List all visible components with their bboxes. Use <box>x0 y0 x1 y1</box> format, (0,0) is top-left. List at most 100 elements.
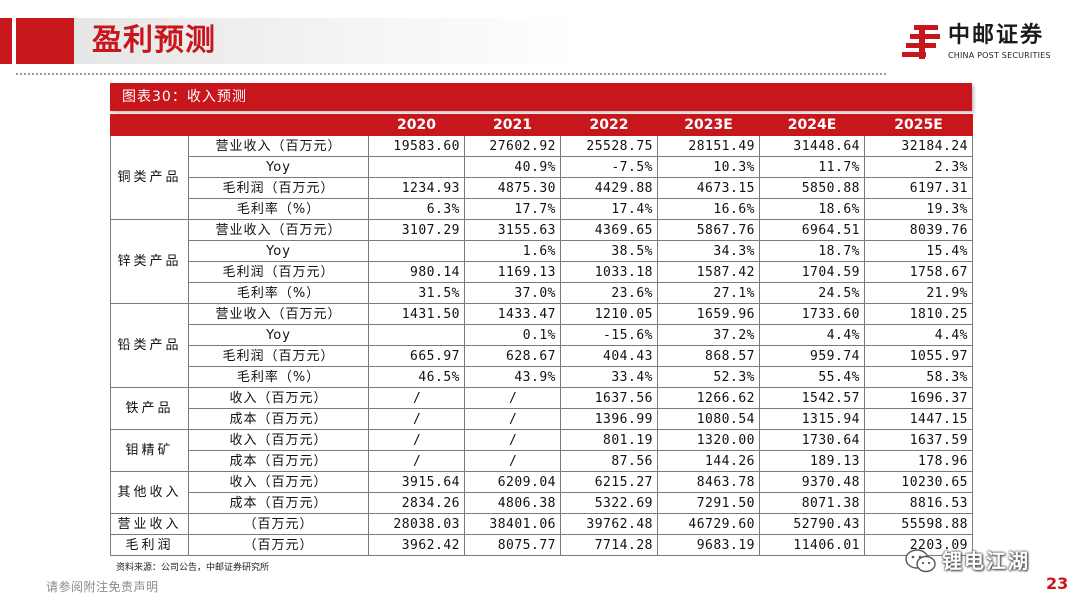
value-cell: / <box>368 387 465 409</box>
value-cell: 19583.60 <box>368 135 465 157</box>
metric-label-cell: 收入（百万元） <box>188 429 369 451</box>
header-cell-year: 2020 <box>368 114 465 136</box>
value-cell: 5867.76 <box>657 219 760 241</box>
value-cell: 55.4% <box>759 366 865 388</box>
value-cell: 6215.27 <box>560 471 658 493</box>
value-cell: 25528.75 <box>560 135 658 157</box>
value-cell: 6209.04 <box>464 471 561 493</box>
table-row: 毛利润（百万元） 980.14 1169.13 1033.18 1587.42 1704.… <box>111 261 973 283</box>
value-cell: 52.3% <box>657 366 760 388</box>
group-label-cell: 其他收入 <box>110 471 189 514</box>
table-row: Yoy 1.6% 38.5% 34.3% 18.7% 15.4% <box>111 240 973 262</box>
value-cell: 17.7% <box>464 198 561 220</box>
watermark: 锂电江湖 <box>900 546 1050 576</box>
metric-label-cell: 毛利率（%） <box>188 282 369 304</box>
header-cell-year: 2021 <box>464 114 561 136</box>
table-row: 铁产品 收入（百万元） //1637.56 1266.62 1542.57 1696.37 <box>110 387 973 430</box>
value-cell: 55598.88 <box>864 513 973 535</box>
metric-label-cell: 成本（百万元） <box>188 492 369 514</box>
value-cell: 37.0% <box>464 282 561 304</box>
value-cell: 87.56 <box>560 450 658 472</box>
table-row: 毛利率（%） 31.5% 37.0% 23.6% 27.1% 24.5% 21.9% <box>111 282 973 304</box>
value-cell: 4806.38 <box>464 492 561 514</box>
metric-label-cell: 成本（百万元） <box>188 408 369 430</box>
value-cell: 10230.65 <box>864 471 973 493</box>
value-cell: 24.5% <box>759 282 865 304</box>
group-label-cell: 铁产品 <box>110 387 189 430</box>
logo-chinese-name: 中邮证券 <box>948 23 1045 48</box>
group-label-cell: 铅类产品 <box>110 303 189 388</box>
value-cell: 31448.64 <box>759 135 865 157</box>
value-cell: 28151.49 <box>657 135 760 157</box>
header-divider <box>16 73 886 75</box>
header-red-block <box>16 18 74 64</box>
value-cell: 21.9% <box>864 282 973 304</box>
value-cell: 1210.05 <box>560 303 658 325</box>
table-row: 其他收入 收入（百万元） 3915.64 6209.04 6215.27 8463.78 9… <box>110 471 973 514</box>
table-row: Yoy 40.9% -7.5% 10.3% 11.7% 2.3% <box>111 156 973 178</box>
value-cell: 868.57 <box>657 345 760 367</box>
value-cell: 1659.96 <box>657 303 760 325</box>
header-cell-year: 2025E <box>864 114 973 136</box>
table-row: 锌类产品 营业收入（百万元） 3107.29 3155.63 4369.65 5867.7… <box>110 219 973 304</box>
value-cell: 4.4% <box>759 324 865 346</box>
table-row: 成本（百万元） //1396.99 1080.54 1315.94 1447.15 <box>111 408 973 430</box>
value-cell: 801.19 <box>560 429 658 451</box>
table-row: 铜类产品 营业收入（百万元） 19583.60 27602.92 25528.75 281… <box>110 135 973 220</box>
group-label-cell: 锌类产品 <box>110 219 189 304</box>
group-label-cell: 毛利润 <box>110 534 189 556</box>
value-cell: 1234.93 <box>368 177 465 199</box>
header-gradient-band <box>74 18 580 64</box>
value-cell: 8816.53 <box>864 492 973 514</box>
value-cell: 7714.28 <box>560 534 658 556</box>
value-cell: 2834.26 <box>368 492 465 514</box>
metric-label-cell: 营业收入（百万元） <box>188 135 369 157</box>
value-cell: 4673.15 <box>657 177 760 199</box>
table-row: 毛利润（百万元） 1234.93 4875.30 4429.88 4673.15 5850… <box>111 177 973 199</box>
value-cell: 34.3% <box>657 240 760 262</box>
header-cell-year: 2024E <box>759 114 865 136</box>
value-cell: 1266.62 <box>657 387 760 409</box>
value-cell: 8075.77 <box>464 534 561 556</box>
value-cell: 28038.03 <box>368 513 465 535</box>
value-cell: 8463.78 <box>657 471 760 493</box>
metric-label-cell: 毛利率（%） <box>188 366 369 388</box>
value-cell: 3915.64 <box>368 471 465 493</box>
value-cell: 23.6% <box>560 282 658 304</box>
value-cell: 6964.51 <box>759 219 865 241</box>
table-row: Yoy 0.1% -15.6% 37.2% 4.4% 4.4% <box>111 324 973 346</box>
value-cell: 1758.67 <box>864 261 973 283</box>
table-row: 营业收入 （百万元） 28038.03 38401.06 39762.48 46729.6… <box>110 513 973 535</box>
value-cell: 3107.29 <box>368 219 465 241</box>
metric-label-cell: 毛利率（%） <box>188 198 369 220</box>
value-cell <box>368 324 465 346</box>
value-cell: 4.4% <box>864 324 973 346</box>
value-cell: 33.4% <box>560 366 658 388</box>
table-row: 毛利润 （百万元） 3962.42 8075.77 7714.28 9683.19 1140… <box>110 534 973 556</box>
value-cell: 38.5% <box>560 240 658 262</box>
table-row: 钼精矿 收入（百万元） //801.19 1320.00 1730.64 1637.59 <box>110 429 973 472</box>
value-cell: 144.26 <box>657 450 760 472</box>
value-cell: / <box>464 429 561 451</box>
metric-label-cell: 收入（百万元） <box>188 471 369 493</box>
value-cell: 404.43 <box>560 345 658 367</box>
value-cell: 37.2% <box>657 324 760 346</box>
value-cell: 1320.00 <box>657 429 760 451</box>
value-cell: 1431.50 <box>368 303 465 325</box>
value-cell: 959.74 <box>759 345 865 367</box>
value-cell: 3962.42 <box>368 534 465 556</box>
value-cell: / <box>464 387 561 409</box>
value-cell: 27602.92 <box>464 135 561 157</box>
value-cell: / <box>368 429 465 451</box>
value-cell: / <box>464 408 561 430</box>
table-row: 成本（百万元） 2834.26 4806.38 5322.69 7291.50 8071.… <box>111 492 973 514</box>
value-cell: 3155.63 <box>464 219 561 241</box>
value-cell: 1080.54 <box>657 408 760 430</box>
value-cell: / <box>464 450 561 472</box>
value-cell: 1542.57 <box>759 387 865 409</box>
value-cell: 9683.19 <box>657 534 760 556</box>
value-cell: 52790.43 <box>759 513 865 535</box>
value-cell: 1810.25 <box>864 303 973 325</box>
value-cell: 31.5% <box>368 282 465 304</box>
value-cell: 0.1% <box>464 324 561 346</box>
